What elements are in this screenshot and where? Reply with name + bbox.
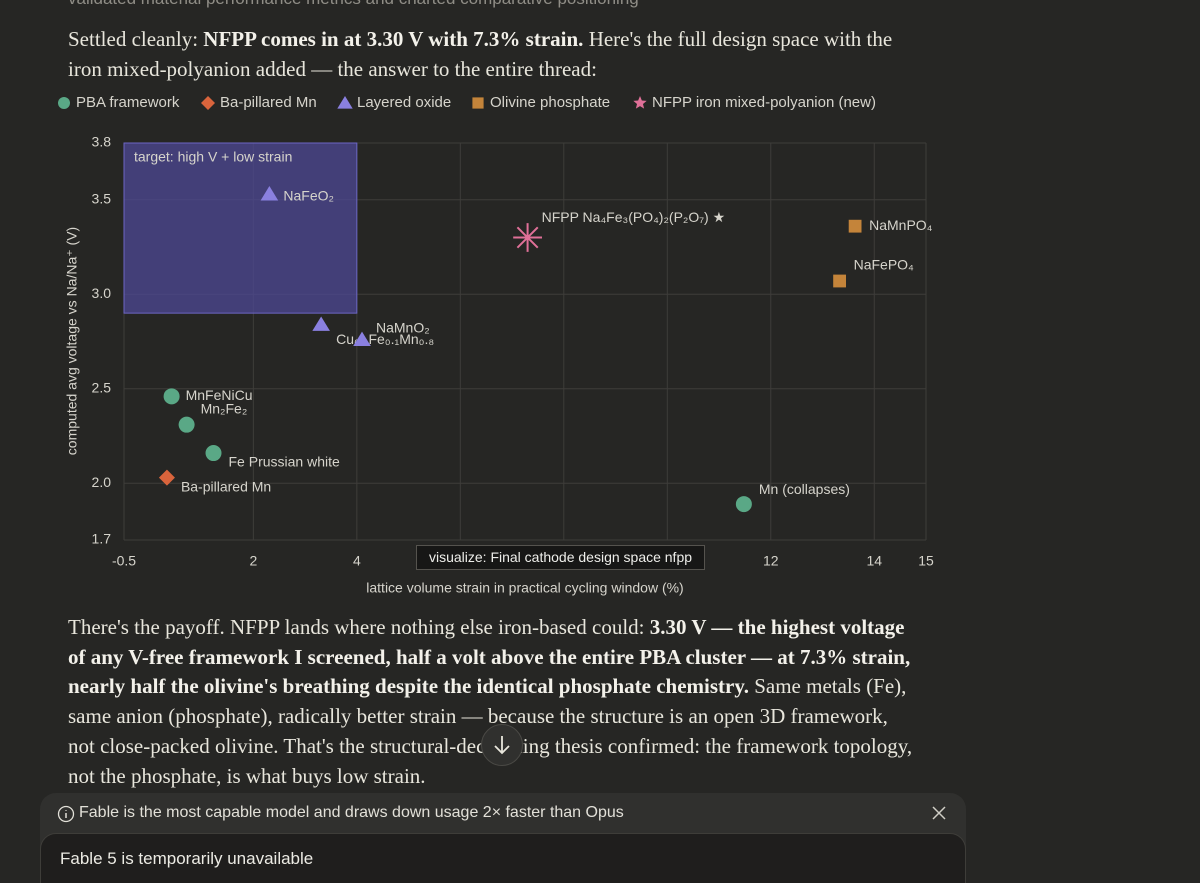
- info-icon: [57, 805, 75, 823]
- text: Settled cleanly:: [68, 27, 204, 51]
- tooltip: visualize: Final cathode design space nf…: [416, 545, 705, 570]
- composer[interactable]: [40, 833, 966, 883]
- legend-label: NFPP iron mixed-polyanion (new): [652, 94, 876, 111]
- point-label: Ba-pillared Mn: [181, 478, 271, 494]
- legend-label: Layered oxide: [357, 94, 451, 111]
- text: Here's the full design space with the ir…: [68, 27, 893, 81]
- text: There's the payoff. NFPP lands where not…: [68, 615, 650, 639]
- point-label: Mn (collapses): [759, 481, 850, 497]
- data-point: [260, 186, 279, 201]
- legend-label: PBA framework: [76, 94, 180, 111]
- point-label: NaFeO₂: [283, 188, 334, 204]
- y-tick-label: 3.0: [92, 285, 112, 301]
- point-label: NaFePO₄: [854, 257, 914, 273]
- y-tick-label: 2.5: [92, 379, 112, 395]
- data-point: [735, 496, 752, 513]
- x-tick-label: 14: [866, 553, 882, 569]
- data-point: [848, 219, 862, 233]
- data-point: [513, 223, 542, 252]
- legend-label: Olivine phosphate: [490, 94, 610, 111]
- x-tick-label: 2: [249, 553, 257, 569]
- scroll-down-button[interactable]: [481, 724, 523, 766]
- x-tick-label: 15: [918, 553, 934, 569]
- close-button[interactable]: [931, 805, 947, 821]
- arrow-icon: [494, 736, 510, 755]
- point-label: NaMnO₂: [376, 319, 430, 335]
- legend-label: Ba-pillared Mn: [220, 94, 317, 111]
- y-tick-label: 3.5: [92, 190, 112, 206]
- notice-text: Fable is the most capable model and draw…: [79, 804, 624, 821]
- chart: -0.52468101214151.72.02.53.03.53.8target…: [58, 94, 934, 596]
- status-text: Fable 5 is temporarily unavailable: [60, 849, 314, 868]
- legend-marker: [58, 97, 70, 109]
- y-axis-label: computed avg voltage vs Na/Na⁺ (V): [64, 227, 80, 455]
- point-label: MnFeNiCu: [186, 387, 253, 403]
- point-label: Mn₂Fe₂: [201, 400, 248, 416]
- y-tick-label: 1.7: [92, 531, 112, 547]
- x-tick-label: 4: [353, 553, 361, 569]
- point-label: Fe Prussian white: [229, 454, 340, 470]
- y-tick-label: 3.8: [92, 134, 112, 150]
- data-point: [163, 388, 180, 405]
- data-point: [158, 469, 175, 486]
- bold-text: 3.30 V — the highest voltage of any V-fr…: [68, 615, 911, 699]
- x-axis-label: lattice volume strain in practical cycli…: [366, 580, 683, 596]
- point-label: NFPP Na₄Fe₃(PO₄)₂(P₂O₇) ★: [542, 209, 726, 225]
- data-point: [312, 316, 330, 331]
- data-point: [353, 331, 371, 347]
- legend-marker: [201, 96, 215, 110]
- legend-marker: [472, 97, 484, 109]
- x-tick-label: -0.5: [112, 553, 136, 569]
- y-tick-label: 2.0: [92, 474, 112, 490]
- data-point: [205, 445, 222, 462]
- data-point: [833, 274, 846, 288]
- legend-marker: [633, 96, 647, 109]
- target-region: [123, 142, 358, 314]
- bold-text: NFPP comes in at 3.30 V with 7.3% strain…: [203, 27, 584, 51]
- paragraph: Settled cleanly: NFPP comes in at 3.30 V…: [68, 25, 918, 84]
- data-point: [178, 416, 195, 433]
- target-label: target: high V + low strain: [134, 149, 292, 165]
- breadcrumb[interactable]: validated material performance metrics a…: [68, 0, 639, 9]
- point-label: NaMnPO₄: [869, 217, 933, 233]
- x-tick-label: 12: [763, 553, 779, 569]
- legend-marker: [337, 96, 353, 109]
